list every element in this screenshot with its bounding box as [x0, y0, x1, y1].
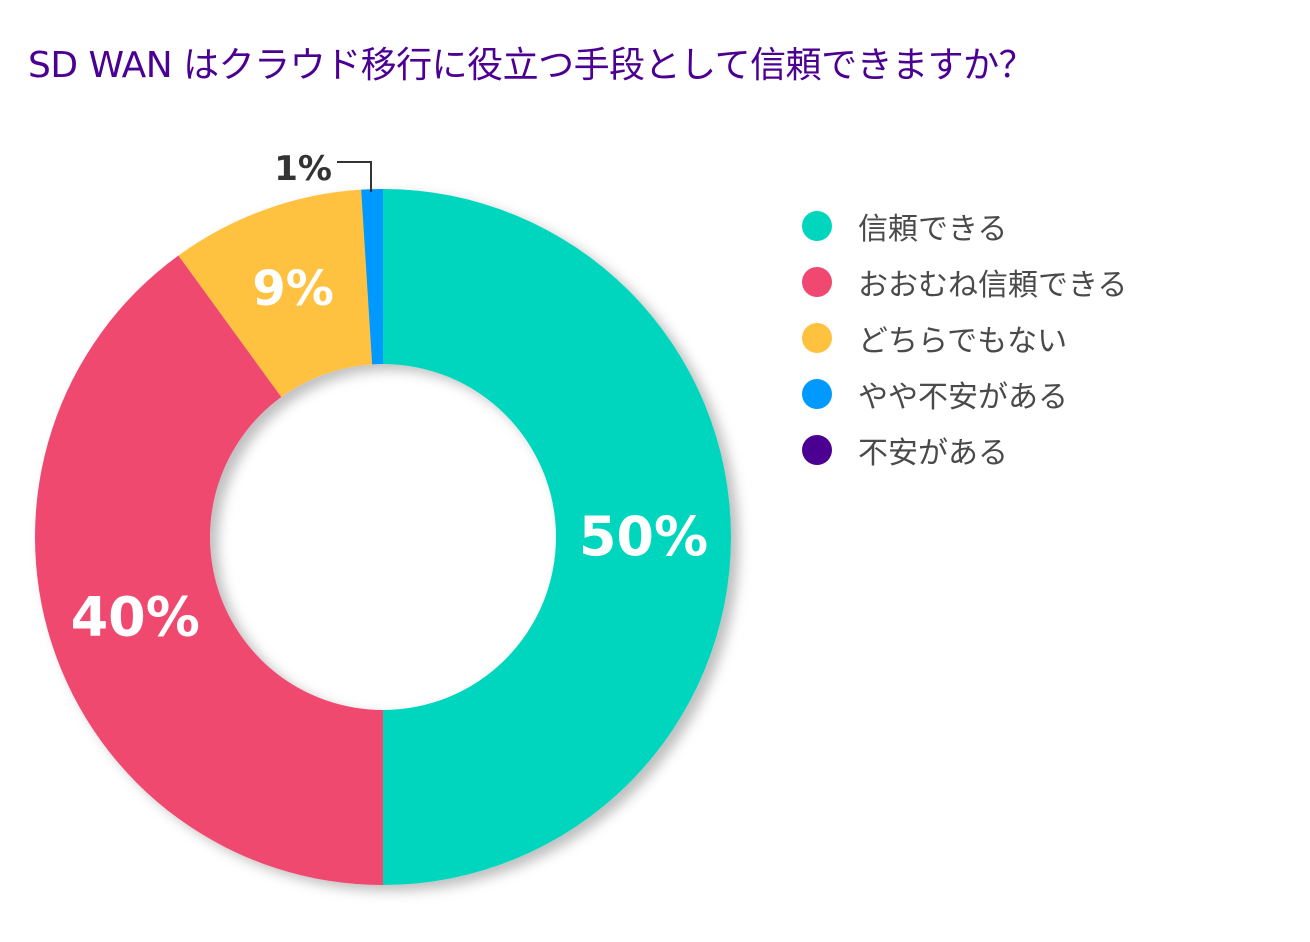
- legend-item: 不安がある: [802, 422, 1127, 478]
- legend-swatch: [802, 211, 832, 241]
- legend-swatch: [802, 323, 832, 353]
- legend-swatch: [802, 267, 832, 297]
- legend-item: おおむね信頼できる: [802, 254, 1127, 310]
- slice-4: [361, 189, 383, 365]
- data-label-2: 40%: [71, 585, 200, 648]
- data-label-3: 9%: [252, 261, 334, 317]
- legend-item: やや不安がある: [802, 366, 1127, 422]
- legend-item: どちらでもない: [802, 310, 1127, 366]
- data-label-1: 50%: [579, 505, 708, 568]
- slice-3: [178, 189, 373, 398]
- legend-label: どちらでもない: [858, 324, 1068, 359]
- chart-title: SD WAN はクラウド移行に役立つ手段として信頼できますか？: [28, 45, 1035, 86]
- legend-swatch: [802, 379, 832, 409]
- legend-label: 不安がある: [858, 436, 1008, 471]
- legend-label: おおむね信頼できる: [858, 268, 1128, 303]
- legend-swatch: [802, 435, 832, 465]
- legend: 信頼できるおおむね信頼できる どちらでもない やや不安がある 不安がある: [802, 198, 1127, 478]
- leader-line: [337, 161, 372, 192]
- legend-label: やや不安がある: [858, 380, 1068, 415]
- slice-1: [383, 189, 731, 885]
- data-label-4: 1%: [274, 149, 332, 189]
- legend-item: 信頼できる: [802, 198, 1127, 254]
- legend-label: 信頼できる: [858, 212, 1008, 247]
- slice-2: [34, 255, 383, 885]
